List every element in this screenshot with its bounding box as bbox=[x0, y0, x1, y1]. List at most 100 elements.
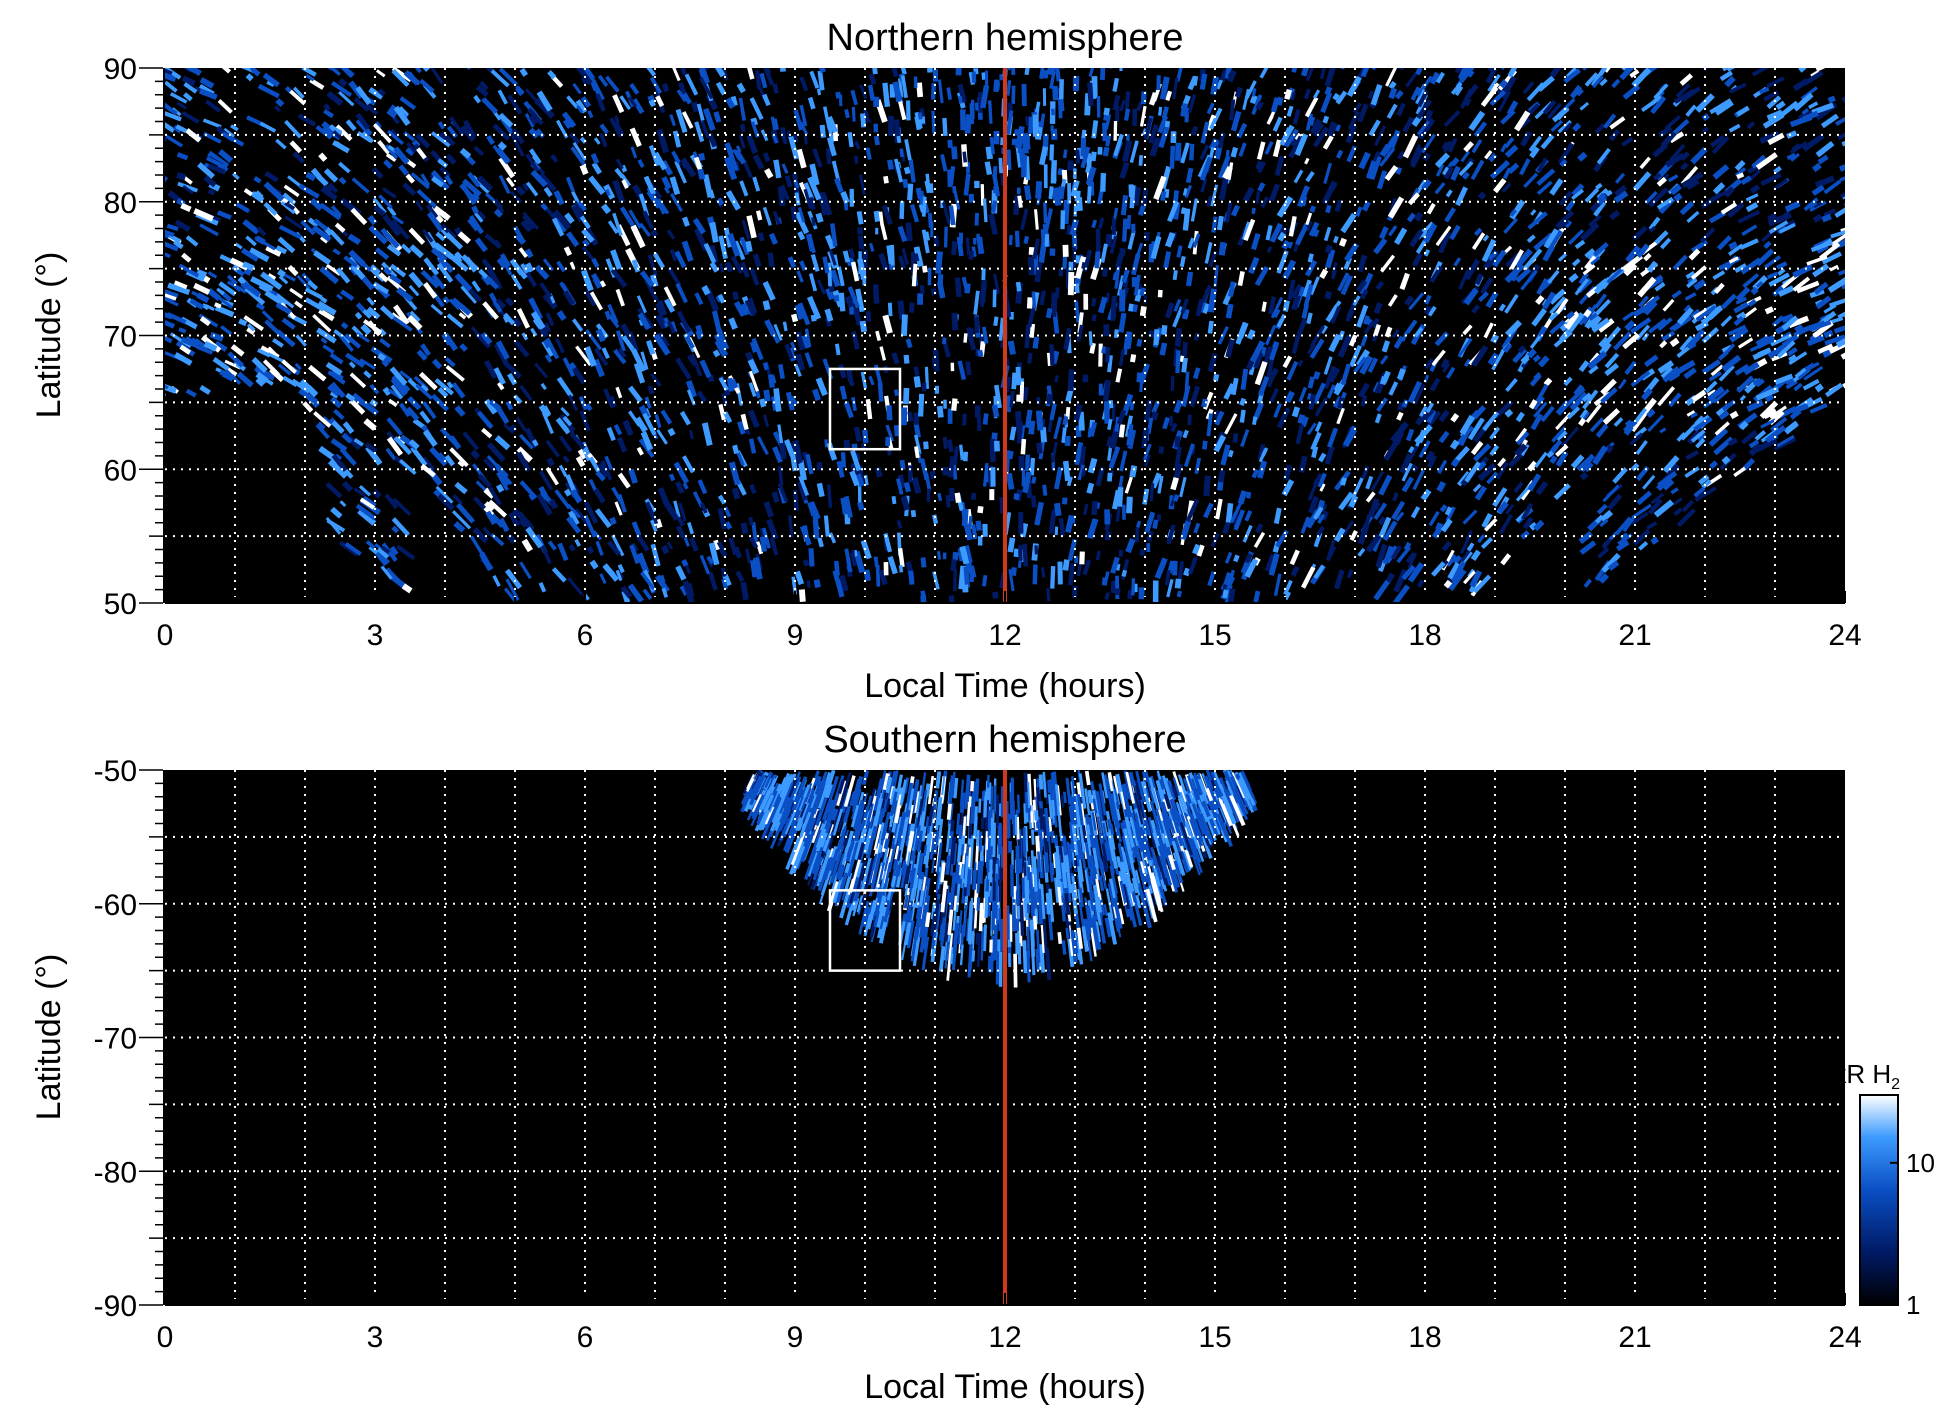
emission-streak bbox=[231, 172, 240, 180]
emission-streak bbox=[1249, 94, 1258, 105]
emission-streak bbox=[762, 152, 771, 163]
emission-streak bbox=[1117, 844, 1124, 863]
emission-streak bbox=[946, 87, 953, 101]
emission-streak bbox=[275, 138, 287, 150]
emission-streak bbox=[1409, 229, 1424, 248]
emission-streak bbox=[1463, 287, 1479, 306]
emission-streak bbox=[1774, 373, 1794, 385]
emission-streak bbox=[362, 309, 372, 319]
emission-streak bbox=[1366, 160, 1377, 180]
emission-streak bbox=[914, 434, 922, 455]
emission-streak bbox=[165, 80, 178, 93]
emission-streak bbox=[1588, 214, 1602, 227]
emission-streak bbox=[1443, 110, 1461, 128]
emission-streak bbox=[524, 248, 534, 259]
emission-streak bbox=[1125, 538, 1136, 554]
emission-streak bbox=[1356, 304, 1369, 328]
emission-streak bbox=[1129, 465, 1138, 478]
emission-streak bbox=[1325, 204, 1332, 214]
emission-streak bbox=[1184, 184, 1193, 199]
emission-streak bbox=[1713, 436, 1734, 456]
emission-streak bbox=[359, 358, 376, 370]
emission-streak bbox=[1230, 377, 1239, 396]
emission-streak bbox=[1148, 124, 1159, 144]
emission-streak bbox=[1044, 781, 1049, 805]
emission-streak bbox=[217, 99, 233, 114]
emission-streak bbox=[1547, 269, 1560, 284]
emission-streak bbox=[553, 190, 565, 206]
emission-streak bbox=[1740, 175, 1752, 186]
emission-streak bbox=[1653, 83, 1669, 100]
emission-streak bbox=[477, 473, 492, 488]
emission-streak bbox=[724, 521, 733, 530]
emission-streak bbox=[1793, 382, 1803, 392]
emission-streak bbox=[1042, 484, 1048, 496]
emission-streak bbox=[329, 391, 339, 399]
emission-streak bbox=[1536, 157, 1548, 173]
emission-streak bbox=[505, 578, 520, 601]
emission-streak bbox=[1237, 490, 1248, 505]
emission-streak bbox=[993, 81, 1001, 90]
emission-streak bbox=[1671, 289, 1682, 299]
emission-streak bbox=[1217, 469, 1226, 483]
emission-streak bbox=[1629, 69, 1640, 78]
emission-streak bbox=[234, 242, 243, 250]
emission-streak bbox=[1202, 440, 1208, 450]
emission-streak bbox=[1230, 110, 1242, 132]
emission-streak bbox=[1776, 261, 1788, 270]
emission-streak bbox=[430, 303, 444, 316]
emission-streak bbox=[1457, 68, 1469, 80]
emission-streak bbox=[667, 427, 676, 437]
emission-streak bbox=[387, 398, 398, 407]
emission-streak bbox=[497, 89, 508, 105]
emission-streak bbox=[648, 99, 656, 108]
emission-streak bbox=[897, 225, 908, 243]
emission-streak bbox=[1185, 498, 1200, 523]
emission-streak bbox=[1591, 317, 1610, 333]
emission-streak bbox=[702, 107, 716, 131]
emission-streak bbox=[406, 142, 417, 154]
emission-streak bbox=[1189, 385, 1201, 408]
emission-streak bbox=[405, 406, 420, 422]
emission-streak bbox=[315, 125, 333, 140]
emission-streak bbox=[1346, 145, 1357, 163]
emission-streak bbox=[1660, 130, 1677, 149]
emission-streak bbox=[1051, 68, 1056, 74]
emission-streak bbox=[1053, 502, 1062, 517]
emission-streak bbox=[548, 498, 559, 510]
emission-streak bbox=[1477, 462, 1497, 482]
emission-streak bbox=[1657, 471, 1678, 488]
emission-streak bbox=[1024, 324, 1031, 349]
emission-streak bbox=[1458, 160, 1474, 177]
emission-streak bbox=[599, 573, 607, 585]
emission-streak bbox=[1576, 88, 1584, 97]
emission-streak bbox=[1180, 520, 1192, 541]
emission-streak bbox=[520, 219, 533, 233]
emission-streak bbox=[1240, 368, 1249, 390]
emission-streak bbox=[575, 455, 586, 468]
emission-streak bbox=[974, 212, 980, 226]
emission-streak bbox=[1238, 142, 1247, 157]
emission-streak bbox=[1834, 207, 1845, 218]
emission-streak bbox=[956, 236, 964, 257]
x-tick-label: 3 bbox=[367, 619, 384, 652]
emission-streak bbox=[1520, 355, 1530, 365]
emission-streak bbox=[664, 298, 675, 313]
emission-streak bbox=[1355, 279, 1368, 293]
emission-streak bbox=[1052, 305, 1058, 318]
emission-streak bbox=[1080, 146, 1091, 169]
emission-streak bbox=[255, 367, 275, 381]
emission-streak bbox=[498, 68, 518, 87]
emission-streak bbox=[1031, 476, 1037, 484]
emission-streak bbox=[430, 68, 444, 85]
emission-streak bbox=[732, 291, 739, 301]
emission-streak bbox=[759, 72, 768, 89]
emission-streak bbox=[603, 388, 615, 409]
emission-streak bbox=[806, 580, 811, 588]
emission-streak bbox=[1504, 137, 1515, 149]
emission-streak bbox=[1253, 531, 1266, 549]
emission-streak bbox=[983, 924, 987, 952]
emission-streak bbox=[289, 89, 306, 106]
emission-streak bbox=[402, 182, 417, 196]
emission-streak bbox=[951, 146, 958, 160]
